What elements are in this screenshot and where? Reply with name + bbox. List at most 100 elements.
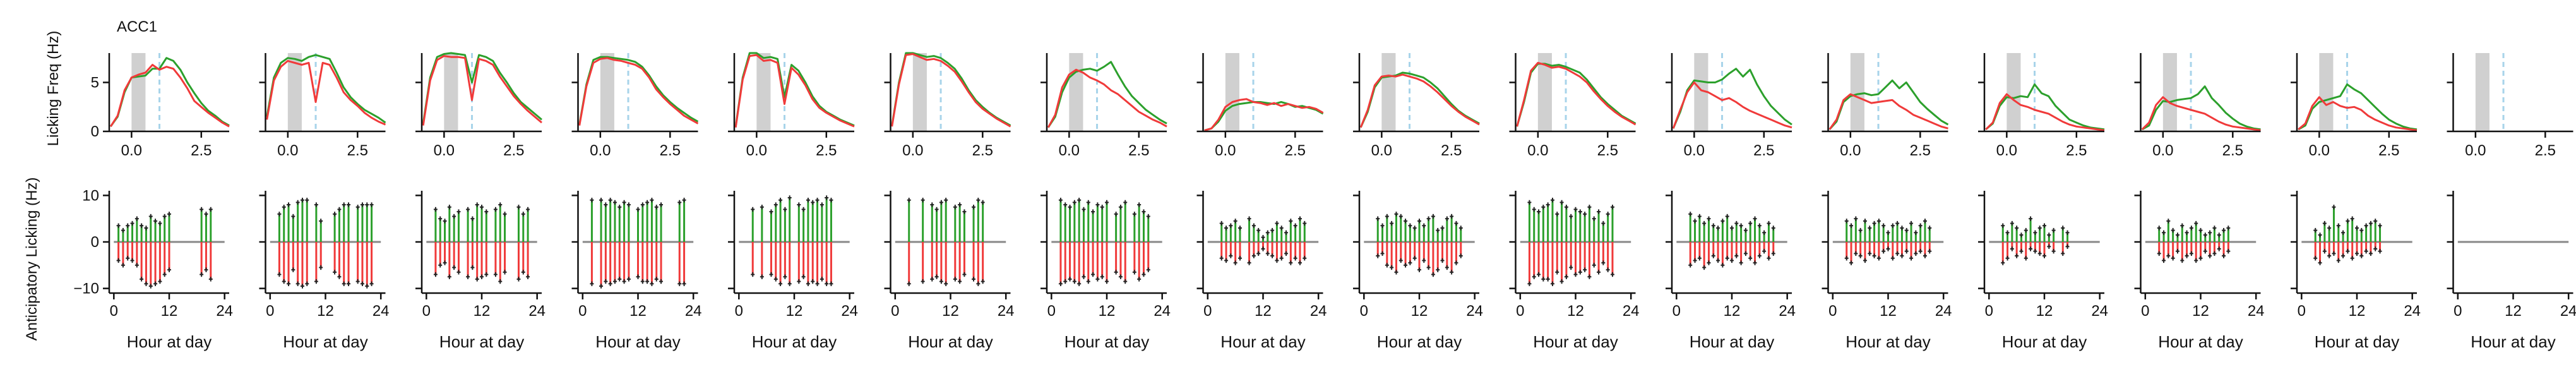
bottom-panel-2: 0 12 24 Hour at day — [259, 191, 390, 351]
x-tick-label: 0 — [891, 303, 899, 320]
x-tick-label: 24 — [1466, 303, 1483, 320]
x-tick-label: 0.0 — [434, 142, 455, 159]
x-tick-label: 12 — [161, 303, 178, 320]
x-tick-label: 0.0 — [1215, 142, 1236, 159]
x-axis-label: Hour at day — [1064, 332, 1149, 351]
bottom-panel-10: 0 12 24 Hour at day — [1509, 191, 1640, 351]
green-trace — [1672, 68, 1792, 129]
cue-shade — [2007, 53, 2021, 131]
bottom-panel-6: 0 12 24 Hour at day — [884, 191, 1015, 351]
x-tick-label: 24 — [1154, 303, 1171, 320]
top-panel-9: 0.0 2.5 — [1353, 53, 1480, 159]
y-tick-label: 10 — [82, 187, 99, 204]
top-panel-12: 0.0 2.5 — [1822, 53, 1949, 159]
top-panel-5: 0.0 2.5 — [728, 52, 855, 159]
x-tick-label: 2.5 — [1753, 142, 1774, 159]
x-tick-label: 0 — [1828, 303, 1837, 320]
cue-shade — [1694, 53, 1708, 131]
x-tick-label: 12 — [317, 303, 334, 320]
cue-shade — [131, 53, 146, 131]
x-tick-label: 2.5 — [816, 142, 837, 159]
x-tick-label: 12 — [1411, 303, 1428, 320]
x-axis-label: Hour at day — [752, 332, 837, 351]
x-axis-label: Hour at day — [2471, 332, 2555, 351]
cue-shade — [600, 53, 614, 131]
x-tick-label: 2.5 — [2378, 142, 2399, 159]
top-panel-8: 0.0 2.5 — [1196, 53, 1324, 159]
x-tick-label: 12 — [2192, 303, 2209, 320]
x-tick-label: 24 — [1623, 303, 1640, 320]
x-tick-label: 0 — [110, 303, 118, 320]
top-panel-16: 0.0 2.5 — [2447, 53, 2573, 159]
x-tick-label: 0.0 — [1840, 142, 1861, 159]
top-panel-3: 0.0 2.5 — [415, 52, 542, 159]
x-tick-label: 24 — [685, 303, 702, 320]
x-axis-label: Hour at day — [127, 332, 212, 351]
x-tick-label: 0.0 — [1527, 142, 1548, 159]
x-tick-label: 2.5 — [1285, 142, 1306, 159]
x-tick-label: 0.0 — [2309, 142, 2330, 159]
x-tick-label: 2.5 — [660, 142, 681, 159]
x-tick-label: 2.5 — [1128, 142, 1149, 159]
x-axis-label: Hour at day — [1690, 332, 1774, 351]
cue-shade — [444, 53, 458, 131]
y-tick-label: 5 — [91, 75, 99, 92]
x-tick-label: 2.5 — [503, 142, 524, 159]
top-panel-7: 0.0 2.5 — [1041, 53, 1167, 159]
x-tick-label: 0 — [578, 303, 587, 320]
red-trace — [1047, 68, 1167, 128]
red-trace — [422, 55, 542, 126]
bottom-panel-7: 0 12 24 Hour at day — [1041, 191, 1171, 351]
x-tick-label: 2.5 — [1597, 142, 1618, 159]
x-tick-label: 2.5 — [2066, 142, 2087, 159]
x-tick-label: 12 — [1567, 303, 1584, 320]
x-tick-label: 24 — [373, 303, 390, 320]
green-trace — [1985, 83, 2105, 131]
x-tick-label: 24 — [2560, 303, 2576, 320]
red-trace — [1359, 73, 1480, 128]
x-axis-label: Hour at day — [1846, 332, 1930, 351]
cue-shade — [2319, 53, 2334, 131]
x-tick-label: 0.0 — [1996, 142, 2017, 159]
cue-shade — [1069, 53, 1083, 131]
x-tick-label: 2.5 — [2222, 142, 2243, 159]
red-trace — [2141, 96, 2261, 131]
x-axis-label: Hour at day — [595, 332, 680, 351]
top-panel-4: 0.0 2.5 — [571, 53, 699, 159]
x-tick-label: 0 — [1047, 303, 1056, 320]
x-tick-label: 0.0 — [902, 142, 923, 159]
green-trace — [1204, 101, 1324, 131]
bottom-panel-12: 0 12 24 Hour at day — [1822, 191, 1952, 351]
top-panel-13: 0.0 2.5 — [1978, 53, 2105, 159]
green-trace — [1828, 79, 1949, 130]
x-tick-label: 2.5 — [972, 142, 993, 159]
cue-shade — [1381, 53, 1396, 131]
x-tick-label: 12 — [629, 303, 647, 320]
x-tick-label: 0 — [1985, 303, 1993, 320]
x-tick-label: 0.0 — [121, 142, 142, 159]
red-trace — [266, 59, 386, 126]
green-trace — [266, 54, 386, 124]
bottom-panel-14: 0 12 24 Hour at day — [2134, 191, 2265, 351]
x-tick-label: 12 — [2349, 303, 2366, 320]
green-trace — [2141, 85, 2261, 131]
red-trace — [578, 57, 699, 126]
x-tick-label: 12 — [474, 303, 491, 320]
x-tick-label: 24 — [1935, 303, 1952, 320]
bottom-panel-16: 0 12 24 Hour at day — [2447, 191, 2576, 351]
x-tick-label: 12 — [2036, 303, 2053, 320]
red-trace — [2298, 96, 2418, 131]
cue-shade — [2475, 53, 2490, 131]
red-trace — [1516, 62, 1637, 127]
cue-shade — [912, 53, 927, 131]
x-tick-label: 24 — [2404, 303, 2421, 320]
x-tick-label: 2.5 — [2535, 142, 2556, 159]
figure-title: ACC1 — [117, 18, 157, 35]
bottom-panel-11: 0 12 24 Hour at day — [1666, 191, 1796, 351]
x-tick-label: 0.0 — [746, 142, 767, 159]
x-tick-label: 0 — [2298, 303, 2306, 320]
